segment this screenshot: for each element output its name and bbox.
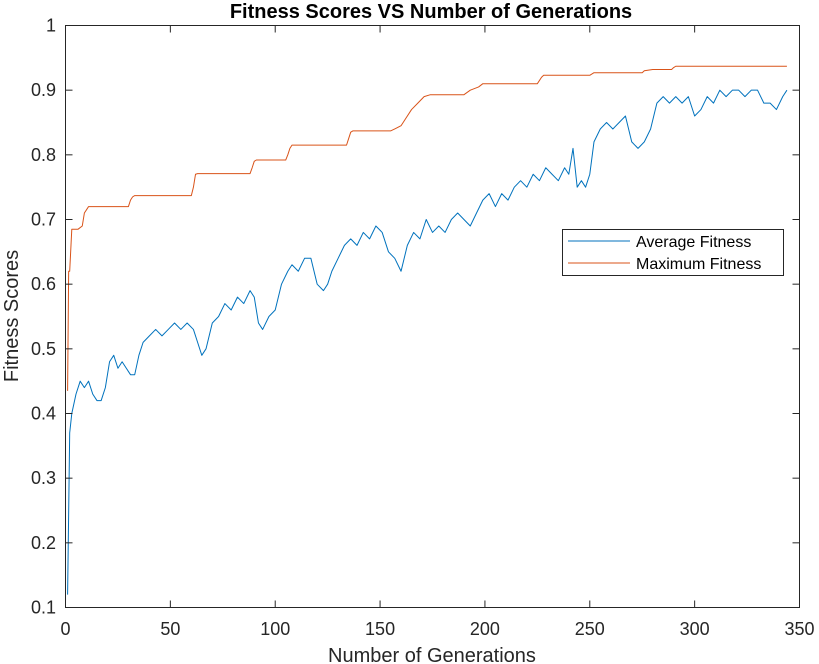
y-tick-label-0.7: 0.7 — [31, 210, 56, 230]
legend-label-maximum-fitness: Maximum Fitness — [636, 256, 761, 273]
y-tick-label-0.4: 0.4 — [31, 404, 56, 424]
y-axis-label: Fitness Scores — [1, 250, 23, 382]
legend: Average Fitness Maximum Fitness — [562, 229, 784, 276]
y-tick-label-0.3: 0.3 — [31, 468, 56, 488]
series-layer — [67, 65, 788, 595]
x-tick-label-250: 250 — [575, 619, 605, 639]
legend-label-average-fitness: Average Fitness — [636, 234, 751, 251]
chart-title: Fitness Scores VS Number of Generations — [230, 1, 632, 23]
x-tick-label-200: 200 — [470, 619, 500, 639]
y-tick-label-0.8: 0.8 — [31, 145, 56, 165]
x-tick-label-0: 0 — [60, 619, 70, 639]
y-tick-label-1: 1 — [46, 16, 56, 36]
y-tick-label-0.5: 0.5 — [31, 339, 56, 359]
y-tick-label-0.2: 0.2 — [31, 533, 56, 553]
series-line-average-fitness — [67, 89, 788, 595]
x-axis-label: Number of Generations — [328, 645, 536, 664]
legend-box — [562, 229, 784, 276]
y-tick-label-0.9: 0.9 — [31, 80, 56, 100]
x-tick-label-50: 50 — [160, 619, 180, 639]
plot-area-frame — [65, 25, 800, 608]
x-tick-label-300: 300 — [680, 619, 710, 639]
y-tick-label-0.6: 0.6 — [31, 274, 56, 294]
y-tick-label-0.1: 0.1 — [31, 598, 56, 618]
series-line-maximum-fitness — [67, 65, 787, 391]
x-tick-label-150: 150 — [365, 619, 395, 639]
y-axis-ticks: 0.1 0.2 0.3 0.4 0.5 0.6 0.7 0.8 0.9 1 — [31, 16, 800, 618]
x-tick-label-100: 100 — [260, 619, 290, 639]
x-axis-ticks: 0 50 100 150 200 250 300 350 — [60, 25, 815, 639]
x-tick-label-350: 350 — [784, 619, 814, 639]
